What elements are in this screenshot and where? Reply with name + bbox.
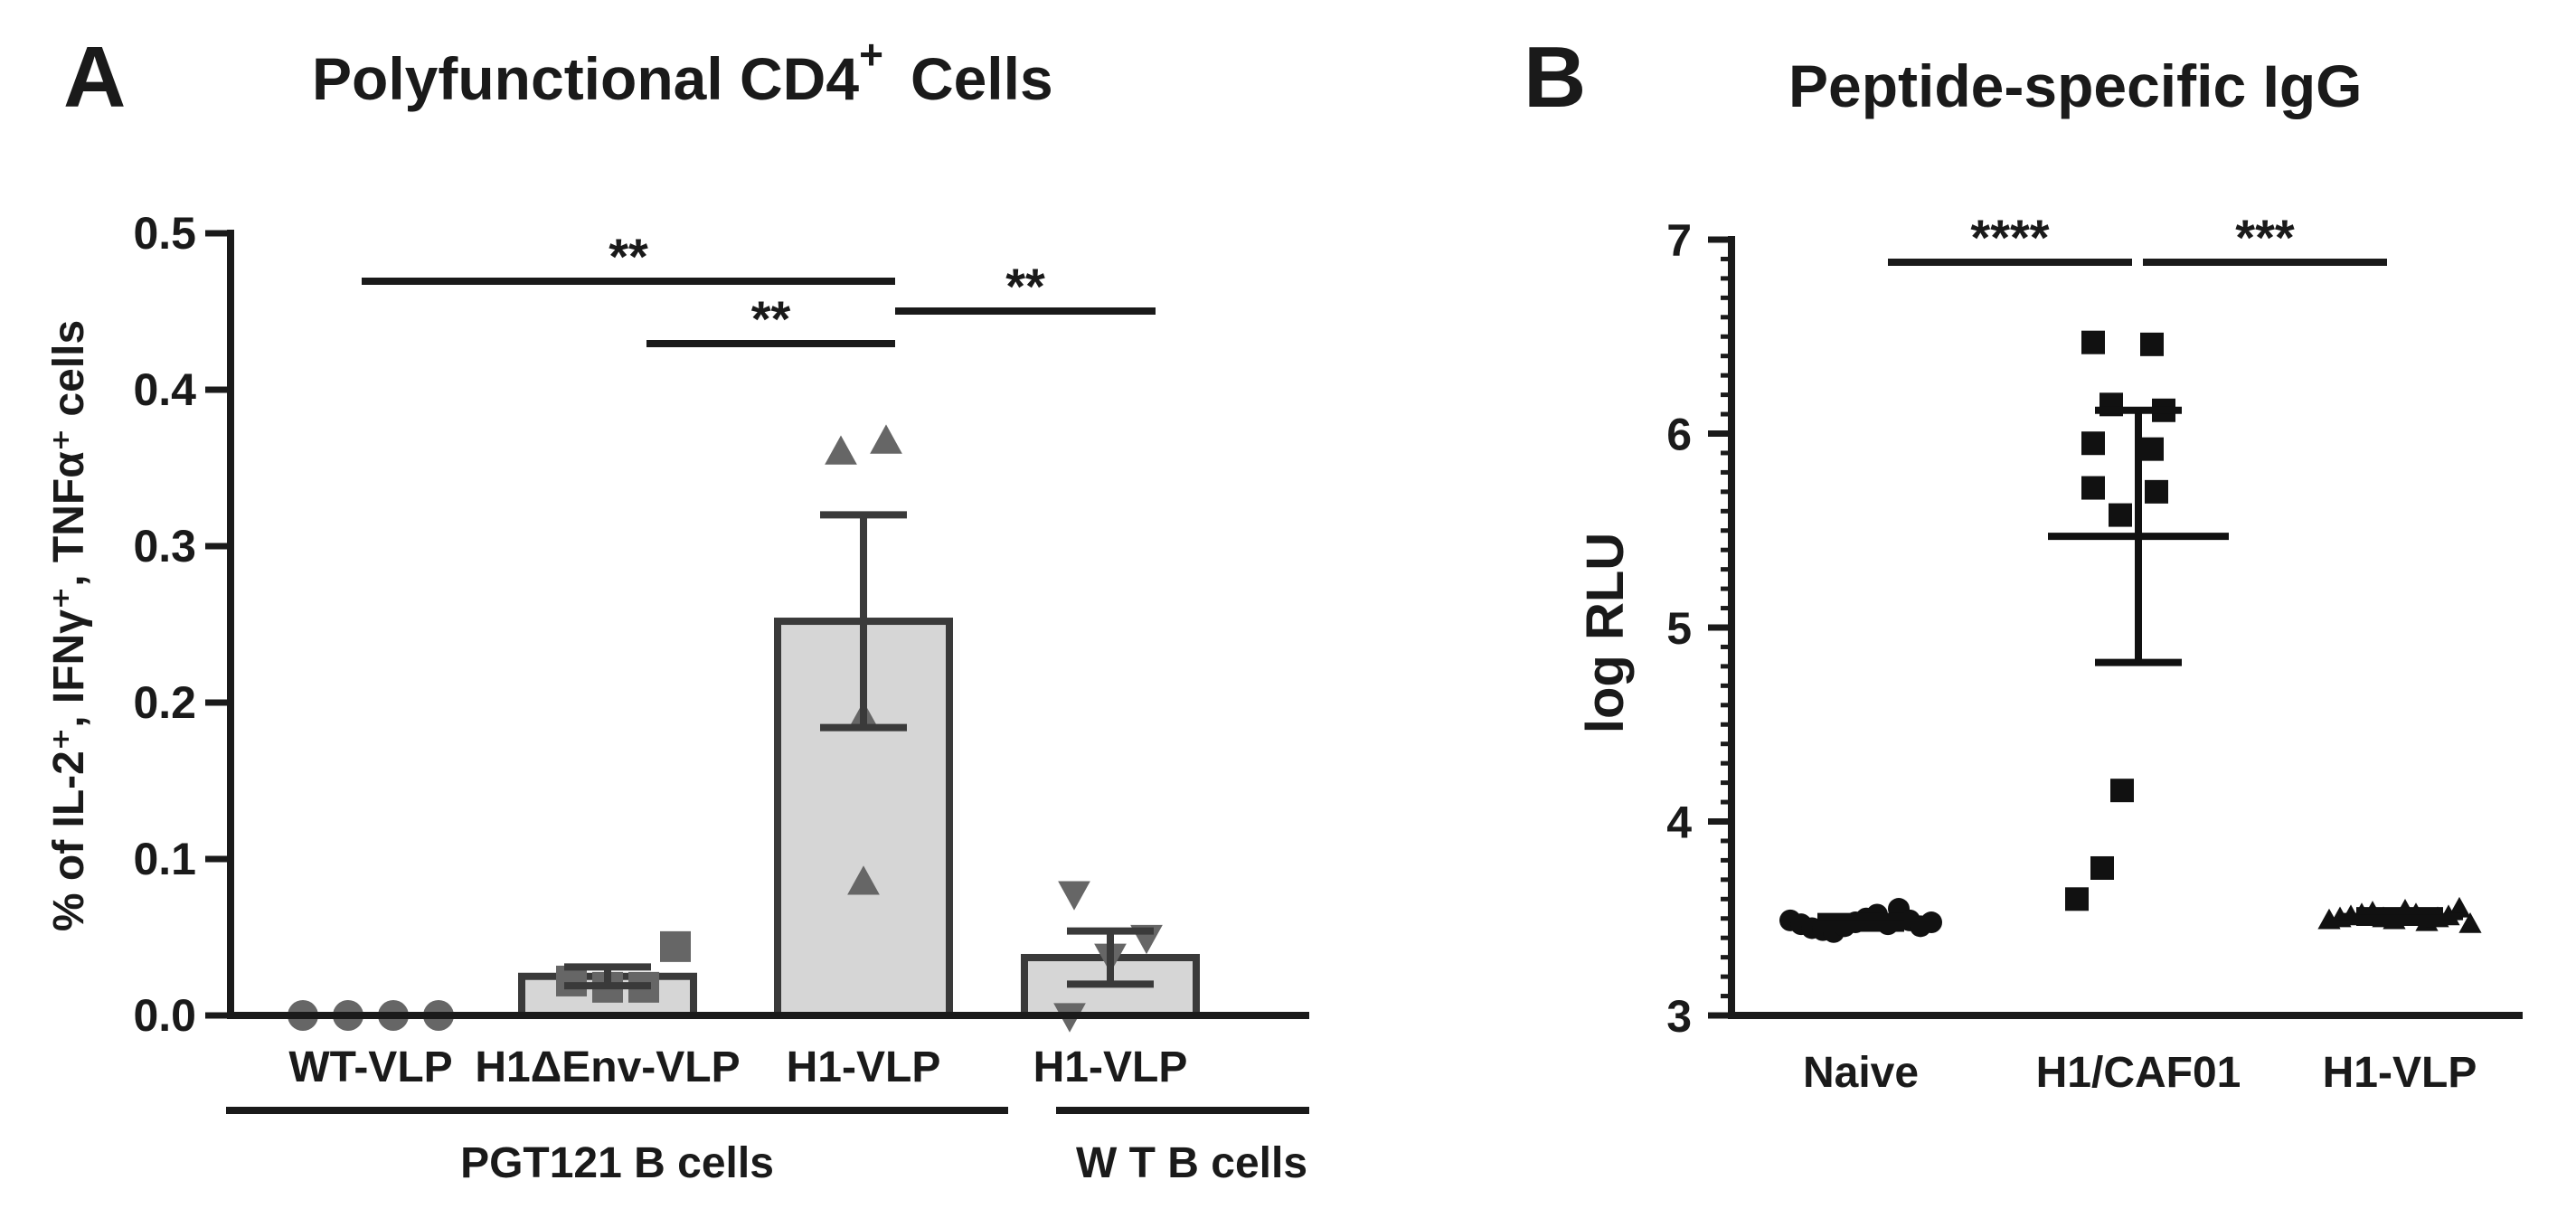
panel-a-title: Polyfunctional CD4+ Cells <box>312 31 1053 112</box>
y-tick-label-4: 7 <box>1666 215 1692 266</box>
significance-label-1: *** <box>2235 209 2295 266</box>
y-tick-label-3: 0.3 <box>133 521 196 571</box>
y-tick-label-2: 0.2 <box>133 677 196 728</box>
significance-label-2: ** <box>1005 258 1045 315</box>
data-point-1-5 <box>2140 437 2164 461</box>
panel-b-y-axis-label: log RLU <box>1576 533 1635 733</box>
significance-label-0: ** <box>609 228 648 285</box>
panel-b-title: Peptide-specific IgG <box>1788 52 2362 119</box>
panel-a: A Polyfunctional CD4+ Cells % of IL-2⁺, I… <box>45 29 1309 1187</box>
data-point-1-0 <box>2081 330 2105 354</box>
x-tick-label-2: H1-VLP <box>2323 1049 2477 1097</box>
panel-a-y-axis-label: % of IL-2⁺, IFNγ⁺, TNFα⁺ cells <box>45 320 93 931</box>
data-point-1-0 <box>556 965 587 996</box>
panel-a-title-main: Polyfunctional CD4 <box>312 45 859 112</box>
significance-label-0: **** <box>1970 209 2049 266</box>
x-tick-label-1: H1ΔEnv-VLP <box>475 1043 740 1091</box>
group-label-0: PGT121 B cells <box>460 1139 774 1187</box>
data-point-1-3 <box>660 930 691 962</box>
data-point-2-13 <box>2458 911 2482 933</box>
panel-a-title-tail: Cells <box>911 45 1053 112</box>
y-tick-label-5: 0.5 <box>133 208 196 259</box>
panel-a-plot: 0.0 0.1 0.2 0.3 0.4 0.5 WT-VLP H1ΔEnv-VLP H1-VLP… <box>133 208 1309 1187</box>
x-tick-label-0: WT-VLP <box>288 1043 452 1091</box>
panel-b: B Peptide-specific IgG log RLU 3 4 5 6 7 Naiv… <box>1524 29 2523 1097</box>
data-point-1-11 <box>2065 887 2089 911</box>
data-point-0-13 <box>1920 911 1942 934</box>
data-point-1-8 <box>2109 503 2132 527</box>
data-point-1-10 <box>2090 855 2114 880</box>
data-point-2-0 <box>825 435 857 465</box>
data-point-1-7 <box>2145 479 2168 504</box>
data-point-2-3 <box>847 865 880 895</box>
y-tick-label-4: 0.4 <box>133 364 196 415</box>
data-point-2-1 <box>870 424 902 454</box>
data-point-1-1 <box>2140 332 2164 356</box>
panel-a-title-superscript: + <box>859 31 883 78</box>
x-tick-label-2: H1-VLP <box>787 1043 941 1091</box>
panel-b-label: B <box>1524 29 1586 126</box>
data-point-1-4 <box>2081 431 2105 456</box>
y-tick-label-1: 0.1 <box>133 834 196 884</box>
y-tick-label-2: 5 <box>1666 603 1692 654</box>
panel-a-label: A <box>63 29 126 126</box>
y-tick-label-1: 4 <box>1666 798 1692 848</box>
group-label-1: W T B cells <box>1076 1139 1307 1187</box>
y-tick-label-3: 6 <box>1666 410 1692 460</box>
data-point-1-9 <box>2110 779 2134 803</box>
data-point-1-6 <box>2081 476 2105 500</box>
x-tick-label-3: H1-VLP <box>1033 1043 1188 1091</box>
y-tick-label-0: 3 <box>1666 991 1692 1042</box>
y-tick-label-0: 0.0 <box>133 990 196 1041</box>
significance-label-1: ** <box>751 290 791 347</box>
data-point-2-12 <box>2448 896 2471 918</box>
data-point-3-0 <box>1058 881 1090 911</box>
x-tick-label-1: H1/CAF01 <box>2036 1049 2241 1097</box>
x-tick-label-0: Naive <box>1803 1049 1919 1097</box>
